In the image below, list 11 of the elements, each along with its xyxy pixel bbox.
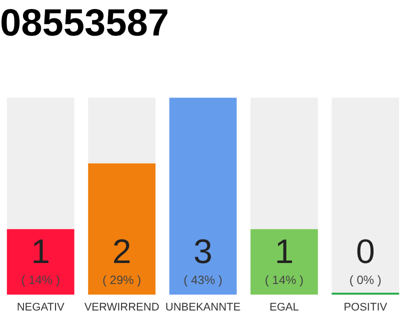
x-tick-label: NEGATIV: [16, 301, 65, 314]
x-tick-label: VERWIRREND: [84, 301, 160, 314]
x-tick-label: EGAL: [270, 301, 299, 314]
data-label: 3 ( 43% ): [184, 232, 222, 287]
data-label: 1 ( 14% ): [21, 232, 60, 287]
data-label: 1 ( 14% ): [264, 232, 304, 287]
chart-title: 08553587: [0, 2, 170, 44]
x-tick-label: POSITIV: [344, 301, 388, 314]
data-label: 0 ( 0% ): [349, 232, 382, 287]
x-tick-label: UNBEKANNTE: [165, 301, 241, 314]
data-label: 2 ( 29% ): [102, 232, 142, 287]
